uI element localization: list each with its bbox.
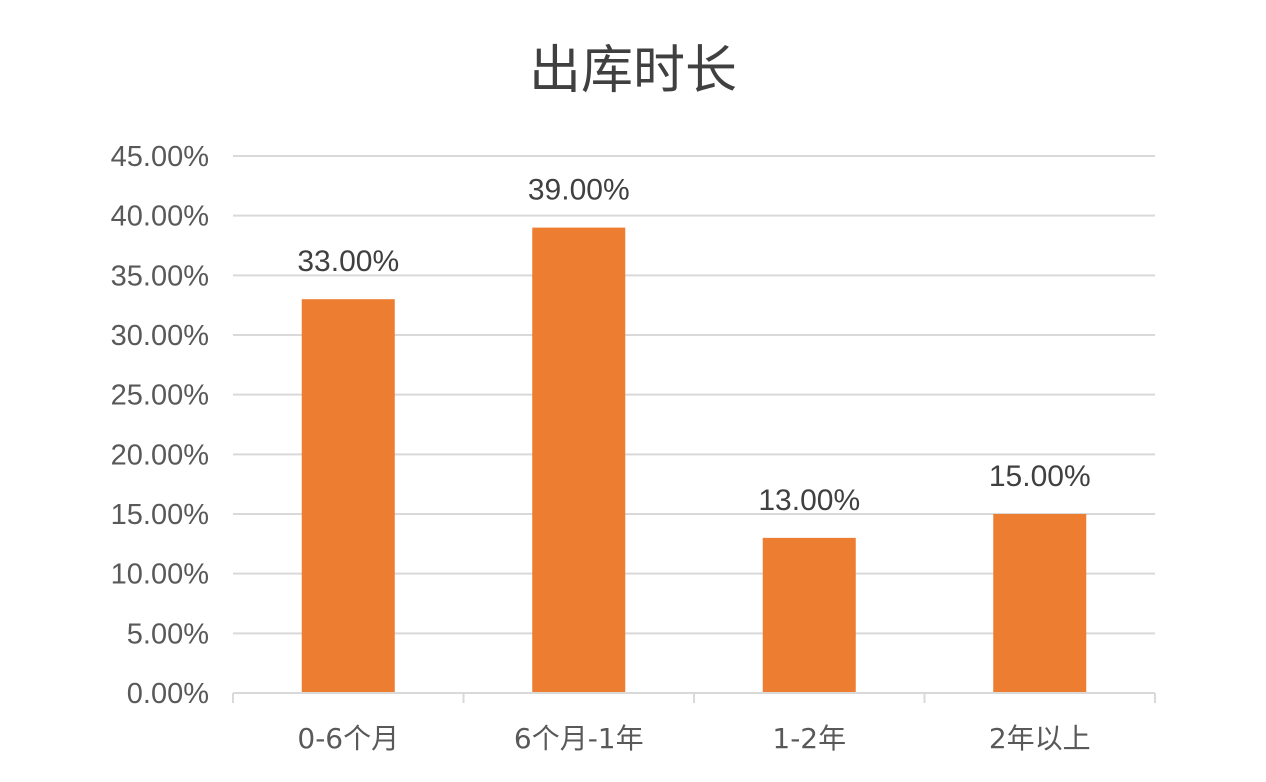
y-tick-label: 45.00% [111, 141, 209, 173]
data-label: 33.00% [297, 245, 399, 278]
y-axis: 0.00% 5.00% 10.00% 15.00% 20.00% 25.00% 30.00%… [111, 141, 209, 710]
y-tick-label: 10.00% [111, 559, 209, 591]
y-tick-label: 0.00% [127, 678, 209, 710]
bars [301, 227, 1087, 693]
x-tick-label: 6个月-1年 [514, 722, 644, 755]
data-label: 39.00% [528, 174, 630, 207]
y-tick-label: 20.00% [111, 439, 209, 471]
x-tick-label: 2年以上 [989, 722, 1091, 755]
bar-2 [762, 537, 856, 693]
y-tick-label: 35.00% [111, 260, 209, 292]
y-tick-label: 40.00% [111, 201, 209, 233]
y-tick-label: 25.00% [111, 380, 209, 412]
y-tick-label: 5.00% [127, 618, 209, 650]
bar-3 [993, 514, 1087, 693]
chart-title: 出库时长 [528, 41, 737, 101]
x-tick-label: 0-6个月 [297, 722, 399, 755]
data-label: 15.00% [989, 460, 1091, 493]
data-labels: 33.00% 39.00% 13.00% 15.00% [297, 174, 1090, 517]
y-tick-label: 30.00% [111, 320, 209, 352]
x-tick-label: 1-2年 [772, 722, 846, 755]
bar-1 [532, 227, 626, 693]
x-axis: 0-6个月 6个月-1年 1-2年 2年以上 [232, 692, 1156, 755]
bar-0 [301, 299, 395, 693]
y-tick-label: 15.00% [111, 499, 209, 531]
data-label: 13.00% [758, 484, 860, 517]
